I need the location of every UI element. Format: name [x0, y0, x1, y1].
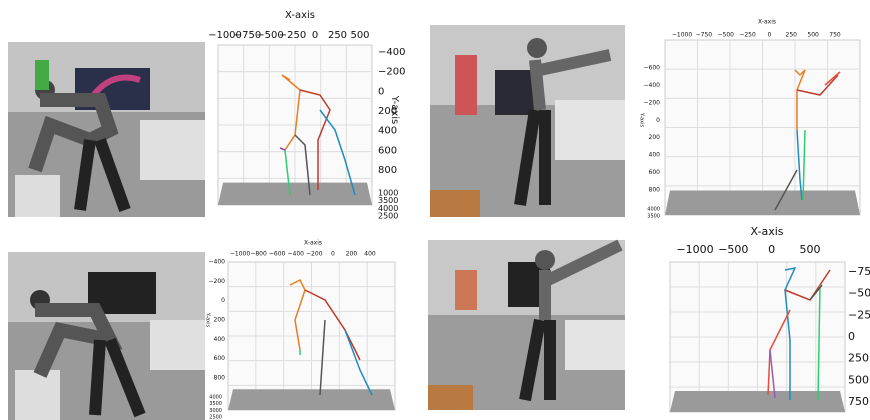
z-tick-label: 4000	[647, 207, 660, 213]
axis-title: X-axis	[751, 225, 784, 238]
x-tick-label: 0	[312, 30, 318, 41]
y-tick-label: 0	[848, 330, 855, 343]
x-tick-label: −500	[718, 243, 748, 256]
y-tick-label: −600	[644, 65, 661, 72]
y-tick-label: 400	[649, 152, 661, 159]
z-tick-label: 3000	[209, 408, 222, 414]
x-tick-label: −400	[287, 251, 304, 258]
x-tick-label: −200	[306, 251, 323, 258]
z-tick-label: 2500	[378, 212, 398, 221]
y-axis-label: Y-axis	[639, 112, 645, 128]
y-tick-label: 0	[656, 117, 660, 124]
z-tick-label: 2500	[209, 415, 222, 420]
y-tick-label: −400	[644, 82, 661, 89]
floor	[665, 191, 860, 216]
y-tick-label: 200	[649, 134, 661, 141]
photo	[430, 25, 625, 217]
y-tick-label: −200	[209, 278, 226, 285]
axis-title: X-axis	[285, 10, 315, 21]
z-tick-label: 3500	[209, 401, 222, 407]
axis-title: X-axis	[304, 240, 322, 247]
x-tick-label: 200	[346, 251, 358, 258]
y-tick-label: −400	[209, 259, 226, 266]
figure: X-axis−1000−750−500−2500250500−400−20002…	[0, 0, 870, 420]
x-tick-label: −750	[696, 32, 713, 39]
y-tick-label: 400	[214, 336, 226, 343]
plot-3d: X-axis −1000 −750 −500 −250 0 250 500 750 −600 −40…	[639, 19, 861, 220]
y-tick-label: 500	[848, 373, 869, 386]
y-tick-label: −200	[644, 99, 661, 106]
x-tick-label: −250	[279, 30, 306, 41]
photo	[428, 240, 625, 410]
y-tick-label: 800	[649, 187, 661, 194]
y-tick-label: −400	[378, 47, 405, 58]
floor	[218, 183, 372, 205]
x-tick-label: 0	[768, 32, 772, 39]
y-tick-label: 600	[378, 145, 397, 156]
plot-3d: X-axis −1000 −500 0 500 −750 −500 −250 0 250 500 75…	[670, 225, 870, 412]
y-tick-label: 600	[214, 355, 226, 362]
y-tick-label: −250	[848, 308, 870, 321]
x-tick-label: −1000	[672, 32, 692, 39]
x-tick-label: 750	[829, 32, 841, 39]
x-tick-label: −250	[739, 32, 756, 39]
axis-title: X-axis	[758, 19, 776, 26]
y-tick-label: 0	[378, 86, 384, 97]
y-tick-label: 750	[848, 395, 869, 408]
y-axis-label: Y-axis	[205, 312, 211, 328]
y-tick-label: 200	[214, 317, 226, 324]
y-tick-label: 600	[649, 169, 661, 176]
x-tick-label: 250	[786, 32, 798, 39]
z-tick-label: 4000	[209, 395, 222, 401]
y-tick-label: 0	[221, 297, 225, 304]
photo	[8, 42, 205, 217]
y-tick-label: −750	[848, 265, 870, 278]
y-tick-label: 800	[214, 375, 226, 382]
x-tick-label: 500	[800, 243, 821, 256]
x-tick-label: −1000	[676, 243, 713, 256]
y-tick-label: −500	[848, 287, 870, 300]
x-tick-label: −800	[250, 251, 267, 258]
x-tick-label: 0	[331, 251, 335, 258]
z-tick-label: 3500	[647, 214, 660, 220]
y-tick-label: 400	[378, 126, 397, 137]
photo	[8, 252, 205, 420]
y-tick-label: −200	[378, 67, 405, 78]
x-tick-label: 400	[364, 251, 376, 258]
x-tick-label: −500	[717, 32, 734, 39]
y-axis-label: Y-axis	[389, 95, 400, 125]
x-tick-label: −1000	[230, 251, 250, 258]
x-tick-label: 250	[328, 30, 347, 41]
x-tick-label: 500	[350, 30, 369, 41]
x-tick-label: 500	[807, 32, 819, 39]
y-tick-label: 250	[848, 352, 869, 365]
x-tick-label: −600	[269, 251, 286, 258]
y-tick-label: 800	[378, 165, 397, 176]
x-tick-label: 0	[768, 243, 775, 256]
